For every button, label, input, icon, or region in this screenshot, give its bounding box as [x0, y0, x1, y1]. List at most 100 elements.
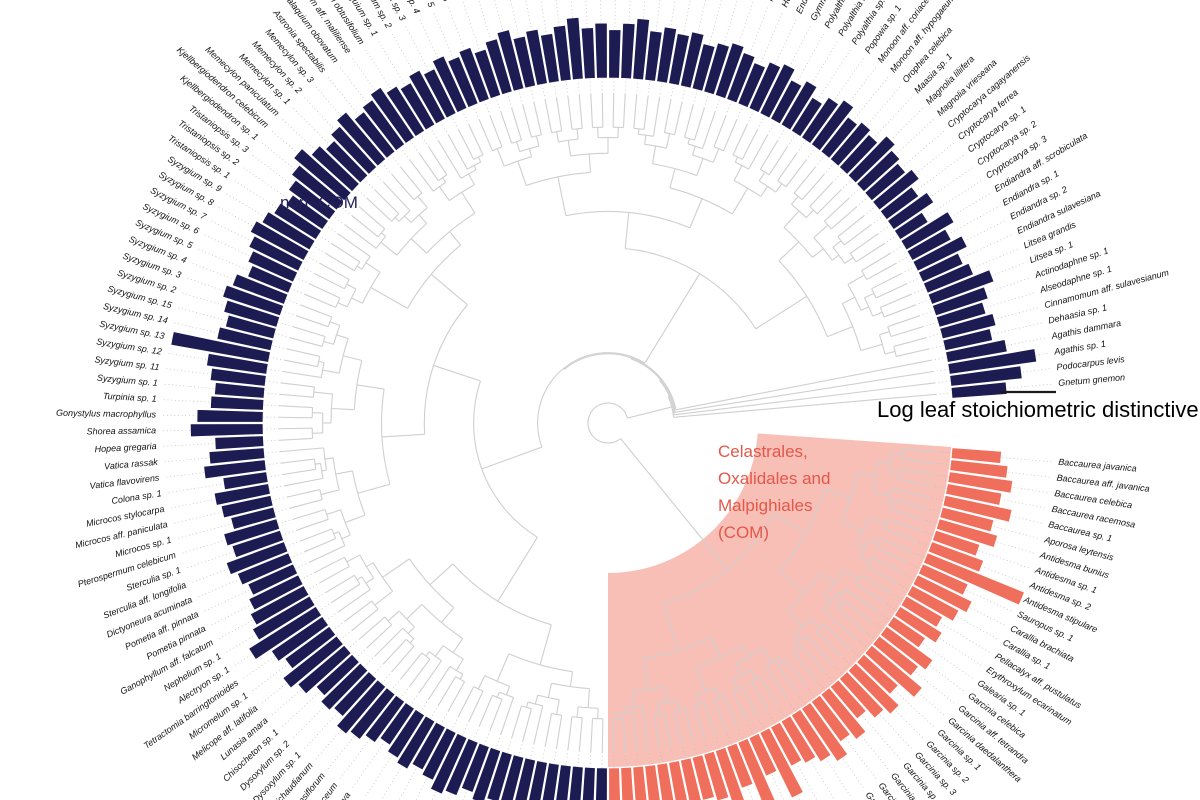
tree-branch [455, 658, 464, 671]
tree-branch [468, 123, 484, 156]
tree-branch [663, 713, 672, 748]
tree-branch [813, 224, 829, 239]
com-annotation-line2: Oxalidales and [718, 469, 830, 488]
non-com-bar [780, 80, 818, 131]
tree-branch [734, 156, 739, 163]
non-com-bar [540, 33, 560, 84]
tree-branch [793, 633, 801, 641]
tree-branch [331, 407, 355, 411]
tree-branch [555, 96, 563, 131]
non-com-bar [297, 644, 352, 695]
tree-arc [563, 353, 677, 410]
tree-branch [473, 165, 477, 171]
non-com-bar [923, 262, 974, 294]
tree-branch [783, 210, 800, 228]
com-bar [927, 541, 985, 573]
tree-branch [875, 547, 908, 563]
non-com-bar [430, 732, 468, 795]
tree-branch [669, 168, 676, 188]
tree-branch [295, 518, 329, 531]
tree-branch [632, 691, 635, 708]
tree-branch [777, 665, 798, 694]
non-com-bar [790, 96, 823, 138]
tree-branch [341, 534, 351, 540]
tree-branch [855, 583, 886, 604]
tree-branch [399, 166, 423, 194]
tree-branch [278, 405, 313, 409]
tree-branch [857, 472, 877, 477]
tree-branch [516, 141, 521, 152]
non-com-bar [668, 33, 690, 86]
non-com-bar [541, 762, 560, 800]
com-bar [748, 732, 778, 777]
tree-branch [816, 631, 842, 657]
tree-branch [832, 240, 842, 248]
non-com-bar [748, 61, 782, 114]
tree-branch [358, 206, 386, 230]
tree-branch [535, 135, 540, 147]
com-bar [759, 727, 804, 799]
tree-branch [576, 706, 579, 718]
non-com-bar [444, 738, 479, 797]
species-label: Syzygium sp. 11 [94, 354, 160, 372]
tree-branch [313, 272, 345, 290]
tree-branch [890, 325, 924, 338]
com-annotation: Celastrales, Oxalidales and Malpighiales… [718, 442, 830, 542]
tree-branch [408, 658, 431, 687]
tree-branch [801, 645, 825, 673]
tree-branch [457, 128, 475, 160]
tree-branch [823, 197, 850, 222]
tree-branch [765, 666, 789, 701]
tree-branch [457, 686, 475, 718]
tree-branch [791, 196, 799, 205]
tree-branch [356, 576, 363, 581]
non-com-bar [595, 767, 608, 800]
tree-branch [459, 674, 464, 680]
com-bar [770, 721, 803, 767]
non-com-bar [222, 471, 269, 491]
tree-branch [665, 133, 671, 149]
tree-branch [286, 489, 320, 498]
com-wedge-shape [608, 433, 952, 767]
non-com-bar [887, 191, 935, 230]
non-com-bar [270, 616, 329, 662]
tree-branch [280, 382, 315, 388]
tree-branch [304, 538, 336, 553]
non-com-bar [222, 284, 285, 317]
tree-branch [884, 350, 896, 355]
tree-branch [830, 206, 858, 230]
tree-branch [563, 368, 565, 370]
tree-branch [427, 145, 448, 176]
tree-branch [477, 156, 482, 163]
tree-branch [299, 528, 333, 542]
tree-branch [356, 384, 385, 390]
tree-branch [408, 159, 434, 192]
tree-branch [468, 173, 475, 185]
species-label: Agathis sp. 1 [1053, 339, 1107, 357]
tree-branch [712, 148, 720, 163]
non-com-bar [248, 605, 323, 660]
non-com-bar [361, 99, 406, 152]
tree-branch [710, 637, 721, 658]
tree-branch [381, 433, 425, 438]
non-com-bar [249, 220, 310, 261]
com-bar [656, 762, 675, 800]
tree-branch [856, 543, 865, 549]
tree-branch [280, 458, 315, 464]
com-bar [820, 687, 867, 740]
tree-branch [567, 95, 573, 130]
non-com-bar [310, 145, 360, 193]
tree-branch [801, 173, 825, 201]
com-bar [950, 447, 1002, 464]
tree-branch [805, 634, 834, 665]
non-com-bar [949, 365, 1023, 387]
non-com-bar [942, 328, 994, 351]
tree-branch [468, 690, 484, 723]
non-com-bar [759, 63, 796, 119]
tree-branch [890, 487, 930, 498]
com-bar [887, 616, 926, 649]
non-com-bar [801, 96, 840, 144]
non-com-bar [214, 435, 265, 450]
tree-branch [351, 214, 379, 238]
non-com-bar [411, 721, 446, 771]
